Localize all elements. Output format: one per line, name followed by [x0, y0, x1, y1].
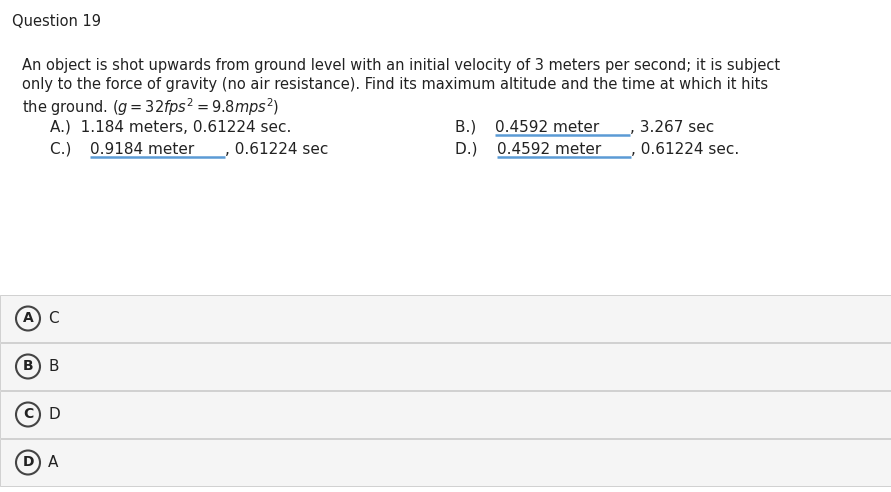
Text: 0.4592 meter: 0.4592 meter [496, 142, 601, 157]
Text: A: A [22, 311, 33, 326]
Text: only to the force of gravity (no air resistance). Find its maximum altitude and : only to the force of gravity (no air res… [22, 77, 768, 92]
Text: , 3.267 sec: , 3.267 sec [630, 120, 714, 135]
FancyBboxPatch shape [0, 295, 891, 342]
Text: Question 19: Question 19 [12, 14, 101, 29]
Text: D: D [48, 407, 60, 422]
Text: C: C [23, 407, 33, 422]
Text: , 0.61224 sec: , 0.61224 sec [225, 142, 328, 157]
Text: the ground. ($g = 32fps^2 = 9.8mps^2$): the ground. ($g = 32fps^2 = 9.8mps^2$) [22, 96, 280, 118]
Text: An object is shot upwards from ground level with an initial velocity of 3 meters: An object is shot upwards from ground le… [22, 58, 781, 73]
FancyBboxPatch shape [0, 439, 891, 486]
Text: D.): D.) [455, 142, 487, 157]
Text: 0.9184 meter: 0.9184 meter [90, 142, 194, 157]
Text: D: D [22, 456, 34, 469]
Text: C: C [48, 311, 59, 326]
Text: A.)  1.184 meters, 0.61224 sec.: A.) 1.184 meters, 0.61224 sec. [50, 120, 291, 135]
Text: A: A [48, 455, 59, 470]
Text: 0.4592 meter: 0.4592 meter [495, 120, 600, 135]
Text: B: B [48, 359, 59, 374]
Text: B.): B.) [455, 120, 486, 135]
Text: , 0.61224 sec.: , 0.61224 sec. [631, 142, 740, 157]
Text: C.): C.) [50, 142, 81, 157]
Text: B: B [22, 360, 33, 373]
FancyBboxPatch shape [0, 343, 891, 390]
FancyBboxPatch shape [0, 391, 891, 438]
